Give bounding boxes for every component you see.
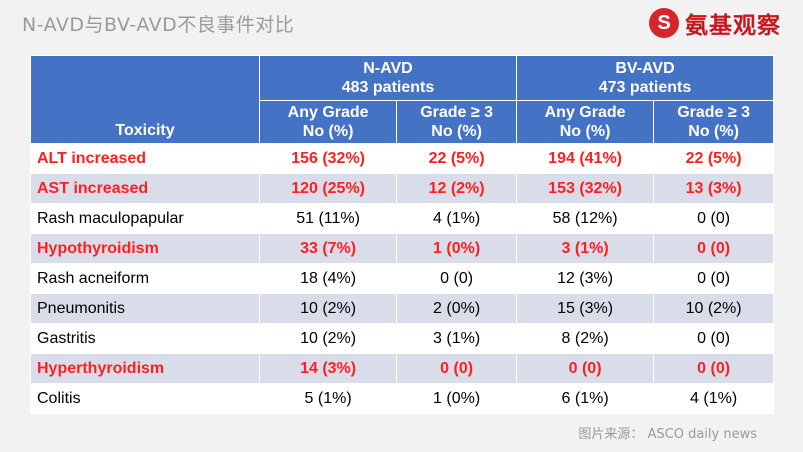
table-cell: 10 (2%)	[258, 323, 398, 354]
table-row: Colitis 5 (1%) 1 (0%) 6 (1%) 4 (1%)	[30, 383, 774, 414]
toxicity-name: Hyperthyroidism	[30, 353, 260, 384]
table-cell: 10 (2%)	[258, 293, 398, 324]
table-cell: 18 (4%)	[258, 263, 398, 294]
table-cell: 153 (32%)	[515, 173, 655, 204]
group-name: BV-AVD	[615, 60, 675, 77]
table-row: Pneumonitis 10 (2%) 2 (0%) 15 (3%) 10 (2%)	[30, 293, 774, 324]
table-cell: 3 (1%)	[396, 323, 517, 354]
table-row: AST increased 120 (25%) 12 (2%) 153 (32%) 13…	[30, 173, 774, 204]
table-row: Hypothyroidism 33 (7%) 1 (0%) 3 (1%) 0 (0)	[30, 233, 774, 264]
table-cell: 14 (3%)	[258, 353, 398, 384]
table-cell: 0 (0)	[653, 233, 774, 264]
subheader-any-grade: Any Grade No (%)	[515, 100, 655, 144]
image-source: 图片来源： ASCO daily news	[578, 427, 757, 442]
table-cell: 0 (0)	[396, 263, 517, 294]
toxicity-name: Gastritis	[30, 323, 260, 354]
table-cell: 5 (1%)	[258, 383, 398, 414]
table-cell: 4 (1%)	[653, 383, 774, 414]
table-row: Rash acneiform 18 (4%) 0 (0) 12 (3%) 0 (0)	[30, 263, 774, 294]
table-cell: 156 (32%)	[258, 143, 398, 174]
table-cell: 22 (5%)	[396, 143, 517, 174]
toxicity-name: Hypothyroidism	[30, 233, 260, 264]
table-cell: 1 (0%)	[396, 383, 517, 414]
table-cell: 0 (0)	[396, 353, 517, 384]
table-cell: 58 (12%)	[515, 203, 655, 234]
toxicity-name: Pneumonitis	[30, 293, 260, 324]
table-cell: 2 (0%)	[396, 293, 517, 324]
table-cell: 0 (0)	[653, 203, 774, 234]
toxicity-name: Rash maculopapular	[30, 203, 260, 234]
table-cell: 33 (7%)	[258, 233, 398, 264]
toxicity-name: Rash acneiform	[30, 263, 260, 294]
table-cell: 8 (2%)	[515, 323, 655, 354]
page-title: N-AVD与BV-AVD不良事件对比	[22, 14, 295, 36]
table-cell: 12 (3%)	[515, 263, 655, 294]
group-name: N-AVD	[363, 60, 413, 77]
logo-s-icon: S	[649, 8, 679, 38]
table-row: Gastritis 10 (2%) 3 (1%) 8 (2%) 0 (0)	[30, 323, 774, 354]
toxicity-header: Toxicity	[30, 55, 260, 144]
table-cell: 12 (2%)	[396, 173, 517, 204]
table-cell: 6 (1%)	[515, 383, 655, 414]
subheader-grade-3: Grade ≥ 3 No (%)	[653, 100, 774, 144]
table-cell: 0 (0)	[653, 263, 774, 294]
table-cell: 120 (25%)	[258, 173, 398, 204]
adverse-events-table: Toxicity N-AVD 483 patients BV-AVD 473 p…	[30, 55, 775, 414]
group-header-bv-avd: BV-AVD 473 patients	[515, 55, 775, 101]
brand-logo: S 氨基观察	[649, 6, 781, 40]
group-patients: 473 patients	[598, 79, 692, 96]
table-cell: 194 (41%)	[515, 143, 655, 174]
subheader-grade-3: Grade ≥ 3 No (%)	[396, 100, 517, 144]
table-cell: 15 (3%)	[515, 293, 655, 324]
table-cell: 4 (1%)	[396, 203, 517, 234]
table-cell: 3 (1%)	[515, 233, 655, 264]
table-row: Rash maculopapular 51 (11%) 4 (1%) 58 (12%)…	[30, 203, 774, 234]
table-cell: 0 (0)	[653, 353, 774, 384]
table-cell: 1 (0%)	[396, 233, 517, 264]
table-row: ALT increased 156 (32%) 22 (5%) 194 (41%) 22…	[30, 143, 774, 174]
group-header-n-avd: N-AVD 483 patients	[259, 55, 517, 101]
group-patients: 483 patients	[341, 79, 435, 96]
table-row: Hyperthyroidism 14 (3%) 0 (0) 0 (0) 0 (0)	[30, 353, 774, 384]
toxicity-name: Colitis	[30, 383, 260, 414]
table-cell: 13 (3%)	[653, 173, 774, 204]
table-cell: 51 (11%)	[258, 203, 398, 234]
logo-text: 氨基观察	[685, 13, 781, 39]
toxicity-name: AST increased	[30, 173, 260, 204]
table-cell: 10 (2%)	[653, 293, 774, 324]
table-cell: 0 (0)	[653, 323, 774, 354]
toxicity-name: ALT increased	[30, 143, 260, 174]
table-cell: 22 (5%)	[653, 143, 774, 174]
subheader-any-grade: Any Grade No (%)	[258, 100, 398, 144]
table-cell: 0 (0)	[515, 353, 655, 384]
